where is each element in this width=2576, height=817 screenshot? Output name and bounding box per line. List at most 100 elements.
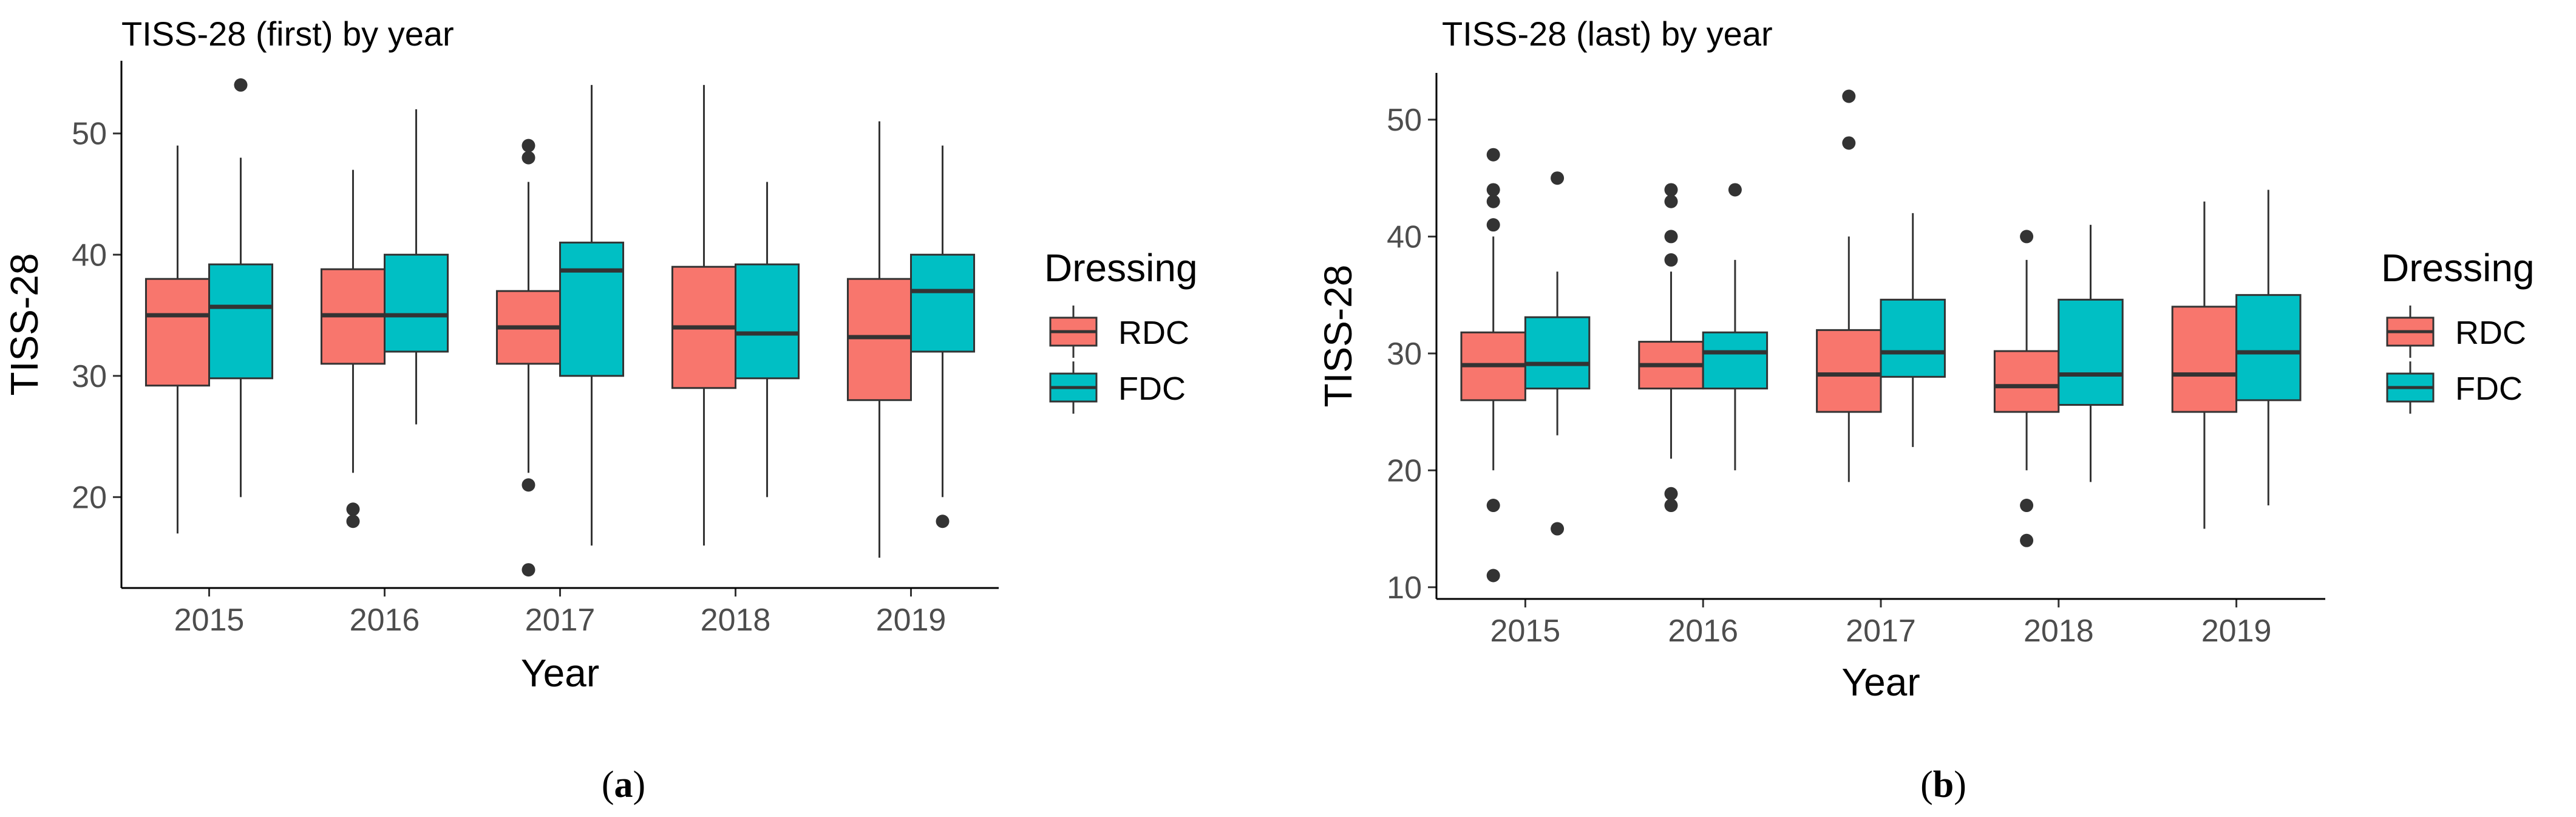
outlier-point xyxy=(522,563,535,577)
x-tick-label: 2019 xyxy=(876,603,946,638)
x-tick-label: 2018 xyxy=(2024,614,2094,649)
legend-title: Dressing xyxy=(1044,246,1198,290)
y-tick-label: 10 xyxy=(1387,570,1422,606)
box-fdc-2017 xyxy=(559,84,625,546)
x-axis-title: Year xyxy=(1841,660,1920,704)
outlier-point xyxy=(1486,499,1500,513)
outlier-point xyxy=(1664,253,1678,267)
box-iqr xyxy=(2171,306,2238,413)
y-tick-label: 30 xyxy=(72,359,107,394)
box-iqr xyxy=(846,278,912,402)
box-rdc-2019 xyxy=(2171,201,2238,529)
outlier-point xyxy=(936,514,950,528)
legend-label: FDC xyxy=(2455,371,2523,407)
outlier-point xyxy=(1486,569,1500,583)
box-iqr xyxy=(208,263,274,380)
x-tick-label: 2019 xyxy=(2201,614,2272,649)
y-tick-label: 20 xyxy=(1387,453,1422,488)
outlier-point xyxy=(346,514,360,528)
legend: Dressing RDC FDC xyxy=(2381,246,2535,414)
outlier-point xyxy=(522,151,535,165)
outlier-point xyxy=(1664,230,1678,244)
box-fdc-2019 xyxy=(910,145,976,528)
panel-caption: (a) xyxy=(602,764,645,805)
box-iqr xyxy=(144,278,211,387)
x-tick-label: 2016 xyxy=(1668,614,1738,649)
outlier-point xyxy=(1664,487,1678,501)
y-tick-label: 40 xyxy=(1387,219,1422,255)
outlier-point xyxy=(1842,136,1856,150)
outlier-point xyxy=(2020,230,2034,244)
box-fdc-2015 xyxy=(208,78,274,497)
outlier-point xyxy=(2020,499,2034,513)
box-fdc-2018 xyxy=(735,182,800,497)
box-rdc-2015 xyxy=(1460,148,1526,583)
box-iqr xyxy=(1816,329,1882,413)
box-rdc-2017 xyxy=(495,138,562,577)
outlier-point xyxy=(522,478,535,492)
box-iqr xyxy=(384,253,449,353)
y-axis-title: TISS-28 xyxy=(1316,265,1360,408)
y-tick-label: 40 xyxy=(72,238,107,273)
legend-label: RDC xyxy=(1118,315,1189,351)
chart-panel-a: TISS-28 (first) by year 20 30 40 50 2015 2016 2… xyxy=(2,15,1198,805)
box-iqr xyxy=(1880,298,1946,378)
y-tick-label: 50 xyxy=(72,117,107,152)
x-tick-label: 2015 xyxy=(174,603,245,638)
legend: Dressing RDC FDC xyxy=(1044,246,1198,414)
box-rdc-2016 xyxy=(320,169,386,528)
y-tick-label: 20 xyxy=(72,480,107,515)
outlier-point xyxy=(1551,171,1565,185)
outlier-point xyxy=(346,502,360,516)
box-fdc-2018 xyxy=(2058,225,2124,482)
box-fdc-2016 xyxy=(1702,183,1769,471)
y-tick-label: 50 xyxy=(1387,103,1422,138)
x-tick-label: 2015 xyxy=(1490,614,1561,649)
box-rdc-2017 xyxy=(1816,89,1882,482)
box-fdc-2019 xyxy=(2235,190,2302,506)
outlier-point xyxy=(1664,194,1678,208)
chart-title: TISS-28 (last) by year xyxy=(1442,15,1773,53)
box-iqr xyxy=(1524,316,1591,390)
box-rdc-2016 xyxy=(1638,183,1704,513)
box-iqr xyxy=(2058,298,2124,406)
y-axis-title: TISS-28 xyxy=(2,253,46,396)
box-iqr xyxy=(1702,331,1769,390)
box-fdc-2017 xyxy=(1880,213,1946,447)
outlier-point xyxy=(1486,183,1500,197)
outlier-point xyxy=(1842,89,1856,103)
box-iqr xyxy=(1993,350,2060,413)
box-iqr xyxy=(559,241,625,377)
box-rdc-2015 xyxy=(144,145,211,534)
box-fdc-2015 xyxy=(1524,171,1591,536)
x-tick-label: 2017 xyxy=(525,603,596,638)
box-iqr xyxy=(735,263,800,380)
outlier-point xyxy=(1486,194,1500,208)
x-tick-label: 2018 xyxy=(701,603,771,638)
x-tick-label: 2016 xyxy=(350,603,420,638)
outlier-point xyxy=(1664,499,1678,513)
chart-panel-b: TISS-28 (last) by year 10 20 30 40 50 2015 2016… xyxy=(1316,15,2535,805)
legend-label: FDC xyxy=(1118,371,1186,407)
outlier-point xyxy=(1551,522,1565,536)
box-iqr xyxy=(910,253,976,353)
outlier-point xyxy=(522,138,535,152)
box-fdc-2016 xyxy=(384,109,449,425)
box-rdc-2018 xyxy=(671,84,736,546)
outlier-point xyxy=(1486,148,1500,162)
box-rdc-2018 xyxy=(1993,230,2060,547)
outlier-point xyxy=(234,78,248,92)
box-iqr xyxy=(2235,294,2302,402)
legend-label: RDC xyxy=(2455,315,2526,351)
box-rdc-2019 xyxy=(846,121,912,558)
outlier-point xyxy=(2020,533,2034,547)
panel-caption: (b) xyxy=(1920,764,1966,805)
x-axis-title: Year xyxy=(521,651,599,695)
chart-title: TISS-28 (first) by year xyxy=(121,15,454,53)
outlier-point xyxy=(1728,183,1742,197)
legend-title: Dressing xyxy=(2381,246,2535,290)
outlier-point xyxy=(1664,183,1678,197)
outlier-point xyxy=(1486,218,1500,232)
y-tick-label: 30 xyxy=(1387,337,1422,372)
